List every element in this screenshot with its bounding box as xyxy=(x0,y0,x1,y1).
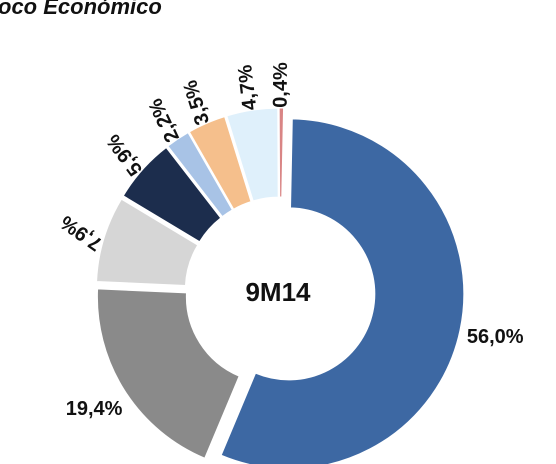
donut-slice xyxy=(188,115,252,210)
data-label: 5,9% xyxy=(102,130,147,180)
donut-slice xyxy=(220,118,465,464)
data-label: 7,9% xyxy=(56,211,106,255)
data-label: 56,0% xyxy=(467,326,524,348)
donut-slice xyxy=(96,288,240,459)
donut-slice xyxy=(278,107,285,198)
donut-slice xyxy=(122,146,222,243)
donut-slice xyxy=(167,131,233,218)
donut-slice xyxy=(226,107,279,202)
donut-slice xyxy=(96,198,199,287)
data-label: 19,4% xyxy=(66,398,123,420)
data-label: 0,4% xyxy=(270,62,292,108)
data-label: 2,2% xyxy=(144,95,183,146)
data-label: 3,5% xyxy=(179,77,214,127)
data-label: 4,7% xyxy=(234,63,261,111)
center-label: 9M14 xyxy=(245,277,311,307)
chart-title: oco Económico xyxy=(0,0,162,19)
